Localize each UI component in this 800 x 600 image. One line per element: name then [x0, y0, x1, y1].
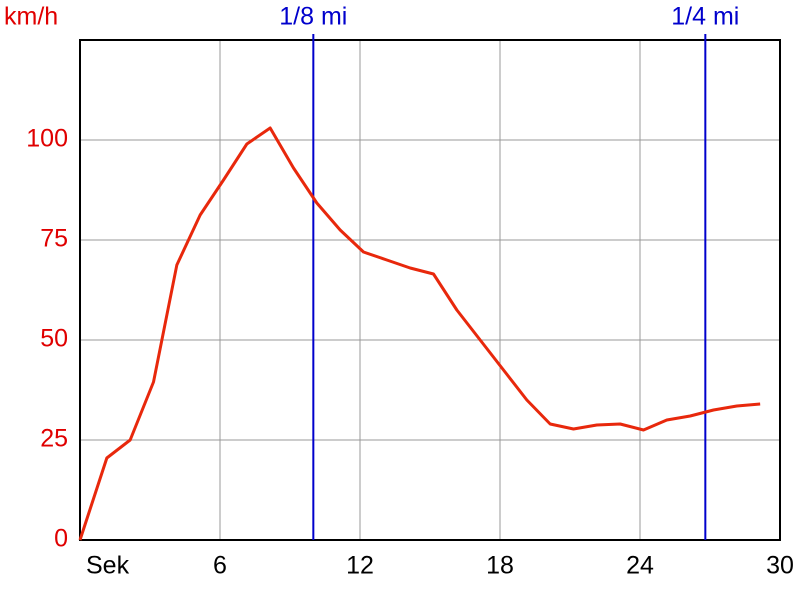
speed-line [78, 126, 761, 541]
x-tick-label: 6 [213, 552, 227, 580]
x-tick-label: 12 [346, 552, 374, 580]
x-tick-label: Sek [86, 552, 130, 580]
y-axis-label: km/h [4, 3, 58, 31]
y-tick-label: 100 [26, 125, 68, 153]
x-tick-label: 24 [626, 552, 654, 580]
x-tick-label: 30 [766, 552, 794, 580]
distance-label: 1/8 mi [279, 3, 347, 31]
distance-label: 1/4 mi [671, 3, 739, 31]
x-tick-label: 18 [486, 552, 514, 580]
plot-frame [79, 39, 781, 541]
y-tick-label: 50 [40, 325, 68, 353]
y-tick-label: 25 [40, 425, 68, 453]
y-tick-label: 0 [54, 525, 68, 553]
y-tick-label: 75 [40, 225, 68, 253]
